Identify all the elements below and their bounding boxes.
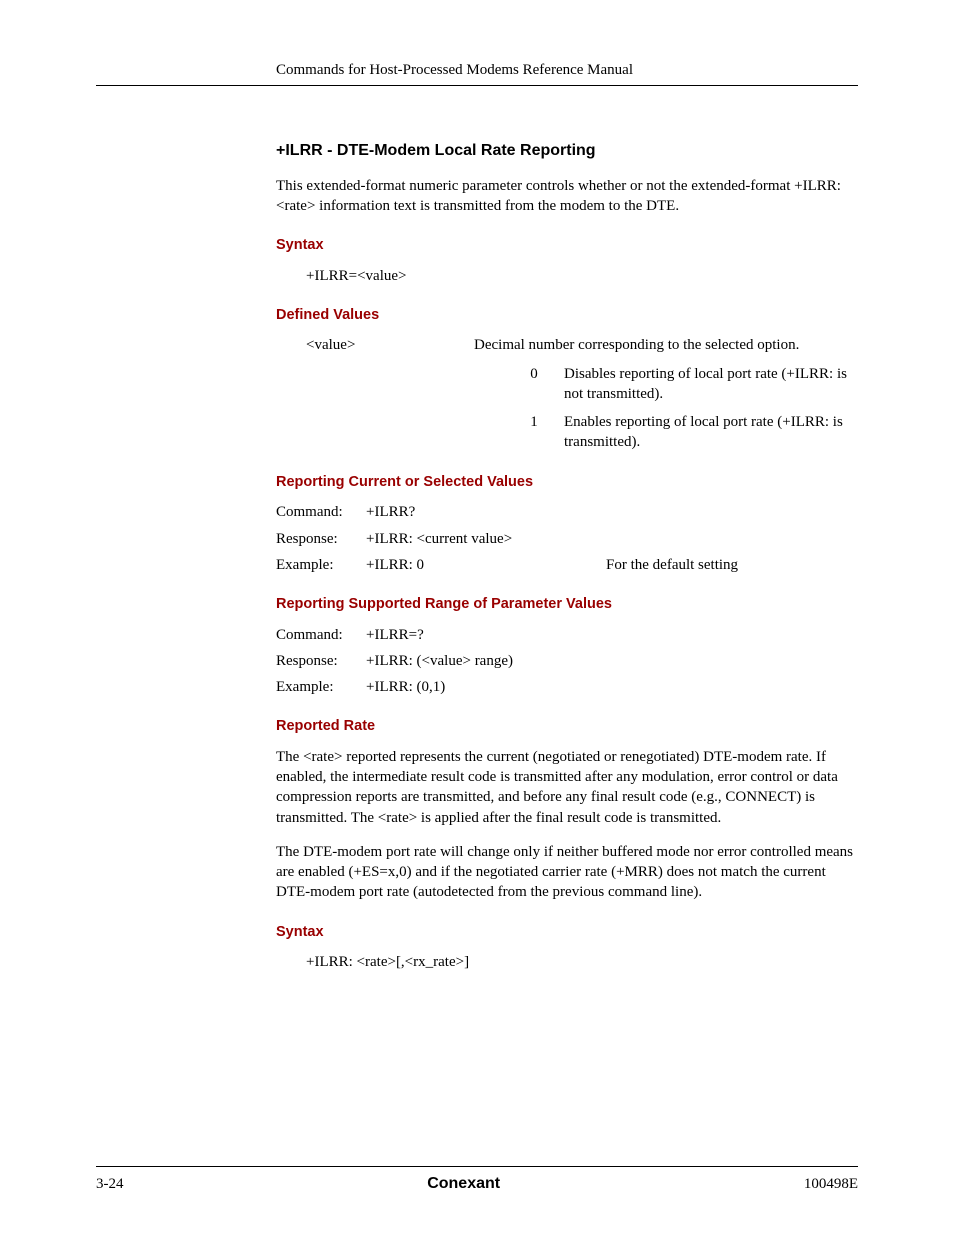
option-row: 1 Enables reporting of local port rate (… bbox=[276, 412, 854, 453]
footer-left: 3-24 bbox=[96, 1176, 124, 1193]
report-label: Example: bbox=[276, 677, 366, 697]
report-value: +ILRR: (<value> range) bbox=[366, 651, 606, 671]
param-name: <value> bbox=[306, 335, 474, 355]
defined-values-heading: Defined Values bbox=[276, 306, 854, 326]
defined-values-block: <value> Decimal number corresponding to … bbox=[276, 335, 854, 355]
footer-center: Conexant bbox=[427, 1175, 500, 1193]
page-content: +ILRR - DTE-Modem Local Rate Reporting T… bbox=[96, 140, 858, 972]
page: Commands for Host-Processed Modems Refer… bbox=[0, 0, 954, 1235]
report-value: +ILRR: <current value> bbox=[366, 529, 606, 549]
header-rule bbox=[96, 85, 858, 86]
option-number: 0 bbox=[504, 364, 564, 405]
footer-right: 100498E bbox=[804, 1176, 858, 1193]
param-desc: Decimal number corresponding to the sele… bbox=[474, 335, 854, 355]
report-row: Response: +ILRR: (<value> range) bbox=[276, 651, 854, 671]
syntax2-heading: Syntax bbox=[276, 923, 854, 943]
report-row: Command: +ILRR? bbox=[276, 502, 854, 522]
section-title: +ILRR - DTE-Modem Local Rate Reporting bbox=[276, 140, 854, 162]
report-value: +ILRR: (0,1) bbox=[366, 677, 606, 697]
report-note bbox=[606, 651, 854, 671]
page-footer: 3-24 Conexant 100498E bbox=[96, 1166, 858, 1193]
reported-rate-p1: The <rate> reported represents the curre… bbox=[276, 747, 854, 828]
report-note bbox=[606, 502, 854, 522]
report-note bbox=[606, 529, 854, 549]
option-number: 1 bbox=[504, 412, 564, 453]
report-value: +ILRR: 0 bbox=[366, 555, 606, 575]
option-text: Enables reporting of local port rate (+I… bbox=[564, 412, 854, 453]
report-note bbox=[606, 677, 854, 697]
report-current-heading: Reporting Current or Selected Values bbox=[276, 473, 854, 493]
report-current-block: Command: +ILRR? Response: +ILRR: <curren… bbox=[276, 502, 854, 575]
report-label: Response: bbox=[276, 651, 366, 671]
syntax2-text: +ILRR: <rate>[,<rx_rate>] bbox=[276, 952, 854, 972]
report-label: Response: bbox=[276, 529, 366, 549]
reported-rate-heading: Reported Rate bbox=[276, 717, 854, 737]
syntax-heading: Syntax bbox=[276, 236, 854, 256]
report-range-block: Command: +ILRR=? Response: +ILRR: (<valu… bbox=[276, 625, 854, 698]
report-value: +ILRR=? bbox=[366, 625, 606, 645]
report-row: Example: +ILRR: 0 For the default settin… bbox=[276, 555, 854, 575]
report-label: Command: bbox=[276, 625, 366, 645]
option-row: 0 Disables reporting of local port rate … bbox=[276, 364, 854, 405]
report-range-heading: Reporting Supported Range of Parameter V… bbox=[276, 595, 854, 615]
intro-paragraph: This extended-format numeric parameter c… bbox=[276, 176, 854, 217]
option-text: Disables reporting of local port rate (+… bbox=[564, 364, 854, 405]
report-label: Command: bbox=[276, 502, 366, 522]
report-value: +ILRR? bbox=[366, 502, 606, 522]
defined-value-row: <value> Decimal number corresponding to … bbox=[306, 335, 854, 355]
running-header: Commands for Host-Processed Modems Refer… bbox=[96, 62, 858, 85]
report-note: For the default setting bbox=[606, 555, 854, 575]
reported-rate-p2: The DTE-modem port rate will change only… bbox=[276, 842, 854, 903]
report-row: Command: +ILRR=? bbox=[276, 625, 854, 645]
report-note bbox=[606, 625, 854, 645]
syntax-text: +ILRR=<value> bbox=[276, 266, 854, 286]
report-label: Example: bbox=[276, 555, 366, 575]
report-row: Example: +ILRR: (0,1) bbox=[276, 677, 854, 697]
report-row: Response: +ILRR: <current value> bbox=[276, 529, 854, 549]
